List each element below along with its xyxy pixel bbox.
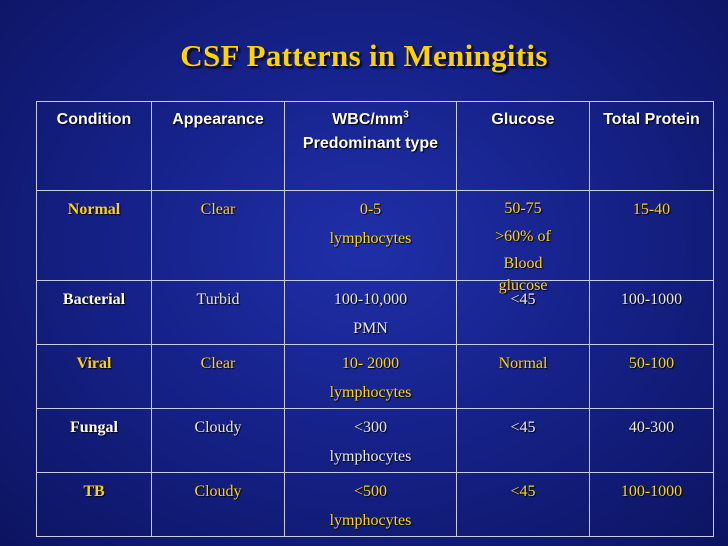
- wbc-type: lymphocytes: [329, 447, 412, 465]
- row-protein: 40-300: [589, 407, 714, 473]
- row-appearance: Turbid: [151, 279, 285, 345]
- row-appearance: Cloudy: [151, 471, 285, 538]
- row-condition: Normal: [36, 190, 152, 281]
- table-row: Bacterial Turbid 100-10,000 PMN <45 100-…: [36, 279, 714, 345]
- table-row: Fungal Cloudy <300 lymphocytes <45 40-30…: [36, 407, 714, 473]
- wbc-type: PMN: [353, 319, 388, 337]
- glucose-glucose: glucose: [498, 277, 548, 295]
- row-protein: 15-40: [589, 190, 714, 281]
- row-protein: 100-1000: [589, 279, 714, 345]
- table-row: Normal Clear 0-5 lymphocytes 50-75 >60% …: [36, 190, 714, 294]
- header-condition: Condition: [36, 100, 152, 192]
- csf-table: Condition Appearance WBC/mm3 Predominant…: [36, 100, 714, 538]
- row-condition: Bacterial: [36, 279, 152, 345]
- row-condition: Viral: [36, 343, 152, 409]
- header-total-protein: Total Protein: [589, 100, 714, 192]
- row-glucose: <45: [456, 407, 590, 473]
- row-wbc: <500 lymphocytes: [284, 471, 457, 538]
- row-wbc: 100-10,000 PMN: [284, 279, 457, 345]
- header-appearance: Appearance: [151, 100, 285, 192]
- row-glucose: 50-75 >60% of Blood glucose: [456, 190, 590, 294]
- row-condition: Fungal: [36, 407, 152, 473]
- glucose-blood: Blood: [503, 255, 543, 273]
- row-appearance: Cloudy: [151, 407, 285, 473]
- header-wbc-label: WBC/mm: [332, 111, 404, 128]
- wbc-count: 100-10,000: [333, 290, 408, 308]
- row-glucose: <45: [456, 471, 590, 538]
- table-row: Viral Clear 10- 2000 lymphocytes Normal …: [36, 343, 714, 409]
- wbc-count: 0-5: [359, 201, 382, 219]
- row-protein: 50-100: [589, 343, 714, 409]
- wbc-count: <300: [353, 418, 388, 436]
- header-predominant-type: Predominant type: [302, 135, 439, 152]
- header-row: Condition Appearance WBC/mm3 Predominant…: [36, 100, 714, 192]
- glucose-percent: >60% of: [495, 228, 551, 246]
- row-appearance: Clear: [151, 190, 285, 281]
- row-wbc: 0-5 lymphocytes: [284, 190, 457, 281]
- header-glucose: Glucose: [456, 100, 590, 192]
- wbc-type: lymphocytes: [329, 511, 412, 529]
- wbc-count: 10- 2000: [341, 354, 400, 372]
- header-wbc: WBC/mm3 Predominant type: [284, 100, 457, 192]
- wbc-type: lymphocytes: [329, 383, 412, 401]
- row-appearance: Clear: [151, 343, 285, 409]
- glucose-range: 50-75: [504, 200, 542, 218]
- wbc-type: lymphocytes: [329, 230, 412, 248]
- row-wbc: 10- 2000 lymphocytes: [284, 343, 457, 409]
- row-glucose: Normal: [456, 343, 590, 409]
- table-row: TB Cloudy <500 lymphocytes <45 100-1000: [36, 471, 714, 538]
- row-protein: 100-1000: [589, 471, 714, 538]
- slide-title: CSF Patterns in Meningitis: [180, 38, 548, 73]
- row-condition: TB: [36, 471, 152, 538]
- row-glucose: <45: [456, 279, 590, 345]
- header-wbc-superscript: 3: [403, 109, 409, 121]
- row-wbc: <300 lymphocytes: [284, 407, 457, 473]
- wbc-count: <500: [353, 482, 388, 500]
